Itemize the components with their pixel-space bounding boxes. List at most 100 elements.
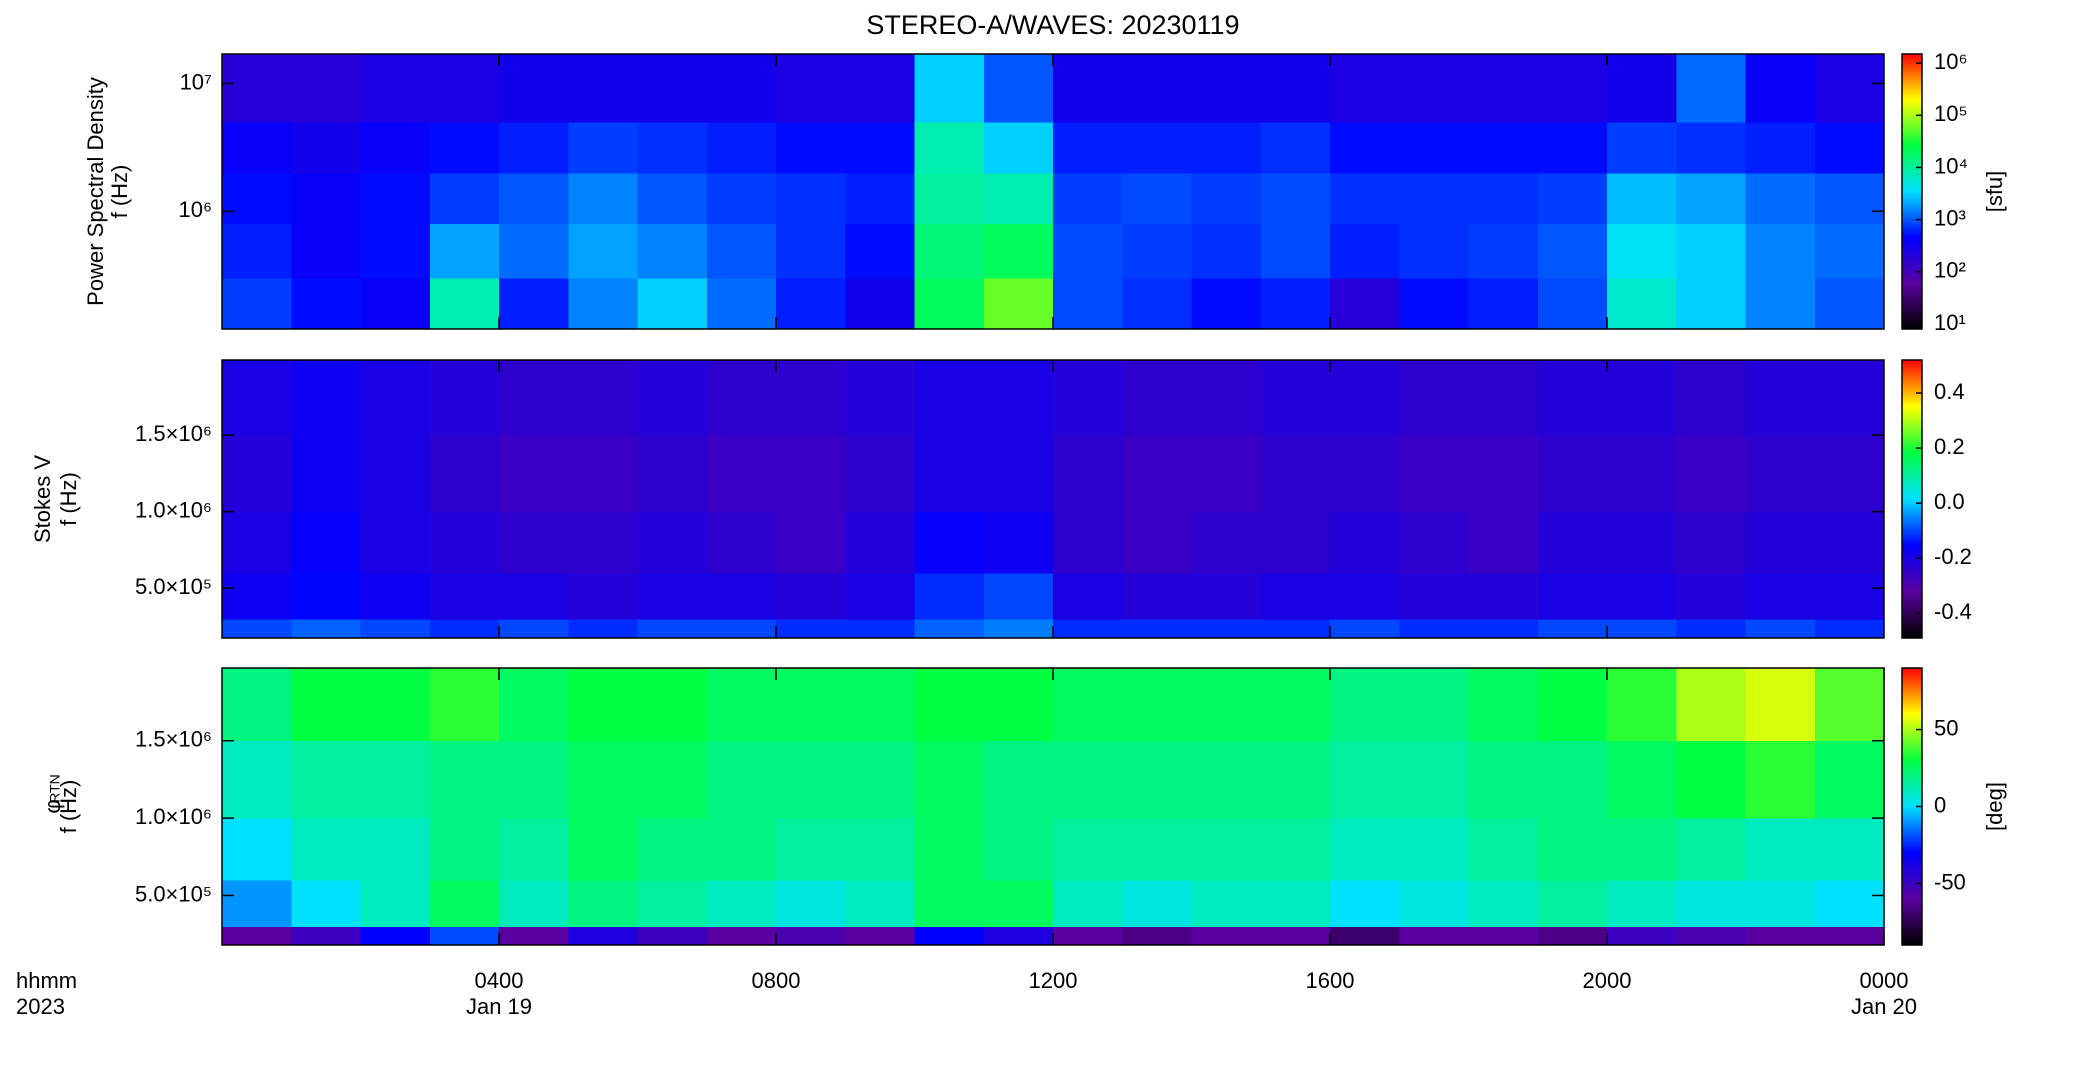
heat-cell bbox=[360, 926, 431, 945]
heat-cell bbox=[429, 360, 500, 436]
heat-cell bbox=[1122, 121, 1192, 174]
heat-cell bbox=[1537, 740, 1608, 819]
heatmap bbox=[222, 668, 1884, 945]
heat-cell bbox=[1122, 360, 1192, 436]
heat-cell bbox=[1814, 54, 1884, 123]
heat-cell bbox=[429, 818, 500, 881]
heatmap bbox=[222, 54, 1884, 329]
heat-cell bbox=[1053, 54, 1123, 123]
heat-cell bbox=[1745, 54, 1816, 123]
heat-cell bbox=[914, 926, 985, 945]
heat-cell bbox=[1676, 435, 1746, 513]
heat-cell bbox=[706, 668, 777, 742]
heat-cell bbox=[1260, 618, 1331, 638]
heat-cell bbox=[914, 121, 985, 174]
heat-cell bbox=[914, 172, 985, 225]
colorbar-tick-label: 50 bbox=[1934, 715, 1958, 740]
heat-cell bbox=[776, 572, 846, 620]
heat-cell bbox=[1607, 668, 1677, 742]
heat-cell bbox=[637, 618, 708, 638]
heat-cell bbox=[499, 740, 569, 819]
heat-cell bbox=[1814, 121, 1884, 174]
heat-cell bbox=[1053, 926, 1123, 945]
heat-cell bbox=[360, 511, 431, 574]
heat-cell bbox=[637, 278, 708, 329]
heat-cell bbox=[1053, 818, 1123, 881]
heat-cell bbox=[1330, 926, 1400, 945]
heat-cell bbox=[1399, 740, 1469, 819]
heat-cell bbox=[291, 880, 361, 927]
heat-cell bbox=[1191, 54, 1262, 123]
heat-cell bbox=[983, 172, 1054, 225]
heat-cell bbox=[499, 172, 569, 225]
heat-cell bbox=[1330, 360, 1400, 436]
heat-cell bbox=[1053, 223, 1123, 279]
heat-cell bbox=[983, 926, 1054, 945]
heat-cell bbox=[776, 435, 846, 513]
heat-cell bbox=[1537, 572, 1608, 620]
heat-cell bbox=[1676, 618, 1746, 638]
heat-cell bbox=[914, 818, 985, 881]
heat-cell bbox=[1122, 223, 1192, 279]
x-tick-label: 0800 bbox=[752, 968, 801, 993]
heat-cell bbox=[706, 121, 777, 174]
heat-cell bbox=[1053, 172, 1123, 225]
heat-cell bbox=[568, 740, 638, 819]
heat-cell bbox=[706, 572, 777, 620]
heat-cell bbox=[1399, 618, 1469, 638]
heat-cell bbox=[222, 54, 292, 123]
heat-cell bbox=[983, 668, 1054, 742]
heat-cell bbox=[914, 278, 985, 329]
heat-cell bbox=[429, 740, 500, 819]
colorbar bbox=[1901, 359, 1923, 639]
heat-cell bbox=[1330, 278, 1400, 329]
heat-cell bbox=[1191, 511, 1262, 574]
heat-cell bbox=[360, 618, 431, 638]
heat-cell bbox=[1330, 618, 1400, 638]
heat-cell bbox=[568, 880, 638, 927]
heat-cell bbox=[845, 511, 915, 574]
y-axis-label: φ bbox=[40, 799, 65, 813]
heat-cell bbox=[845, 880, 915, 927]
heat-cell bbox=[1814, 360, 1884, 436]
heat-cell bbox=[845, 740, 915, 819]
heat-cell bbox=[637, 54, 708, 123]
colorbar-tick-label: -0.2 bbox=[1934, 544, 1972, 569]
heat-cell bbox=[429, 435, 500, 513]
heat-cell bbox=[291, 172, 361, 225]
colorbar-label: [deg] bbox=[1982, 782, 2007, 831]
x-axis-label: hhmm bbox=[16, 968, 77, 993]
heat-cell bbox=[706, 54, 777, 123]
heat-cell bbox=[1260, 880, 1331, 927]
heat-cell bbox=[1537, 360, 1608, 436]
heat-cell bbox=[429, 172, 500, 225]
heat-cell bbox=[1607, 618, 1677, 638]
heat-cell bbox=[1399, 223, 1469, 279]
y-axis-label: Power Spectral Density bbox=[83, 77, 108, 306]
heat-cell bbox=[1330, 740, 1400, 819]
y-tick-label: 1.0×10⁶ bbox=[135, 497, 212, 522]
heat-cell bbox=[360, 360, 431, 436]
heat-cell bbox=[360, 818, 431, 881]
heat-cell bbox=[637, 926, 708, 945]
heat-cell bbox=[429, 223, 500, 279]
heat-cell bbox=[776, 172, 846, 225]
colorbar-tick-label: 0.0 bbox=[1934, 489, 1965, 514]
heat-cell bbox=[1122, 618, 1192, 638]
heat-cell bbox=[1468, 278, 1539, 329]
heat-cell bbox=[1607, 880, 1677, 927]
heat-cell bbox=[637, 360, 708, 436]
heat-cell bbox=[776, 880, 846, 927]
heat-cell bbox=[1468, 511, 1539, 574]
heat-cell bbox=[222, 435, 292, 513]
heat-cell bbox=[1330, 121, 1400, 174]
heat-cell bbox=[1053, 435, 1123, 513]
heat-cell bbox=[1122, 740, 1192, 819]
heat-cell bbox=[1676, 880, 1746, 927]
heat-cell bbox=[1399, 818, 1469, 881]
heat-cell bbox=[568, 818, 638, 881]
heat-cell bbox=[222, 511, 292, 574]
heat-cell bbox=[1745, 818, 1816, 881]
heat-cell bbox=[776, 54, 846, 123]
colorbar-tick-label: 10⁴ bbox=[1934, 153, 1968, 178]
